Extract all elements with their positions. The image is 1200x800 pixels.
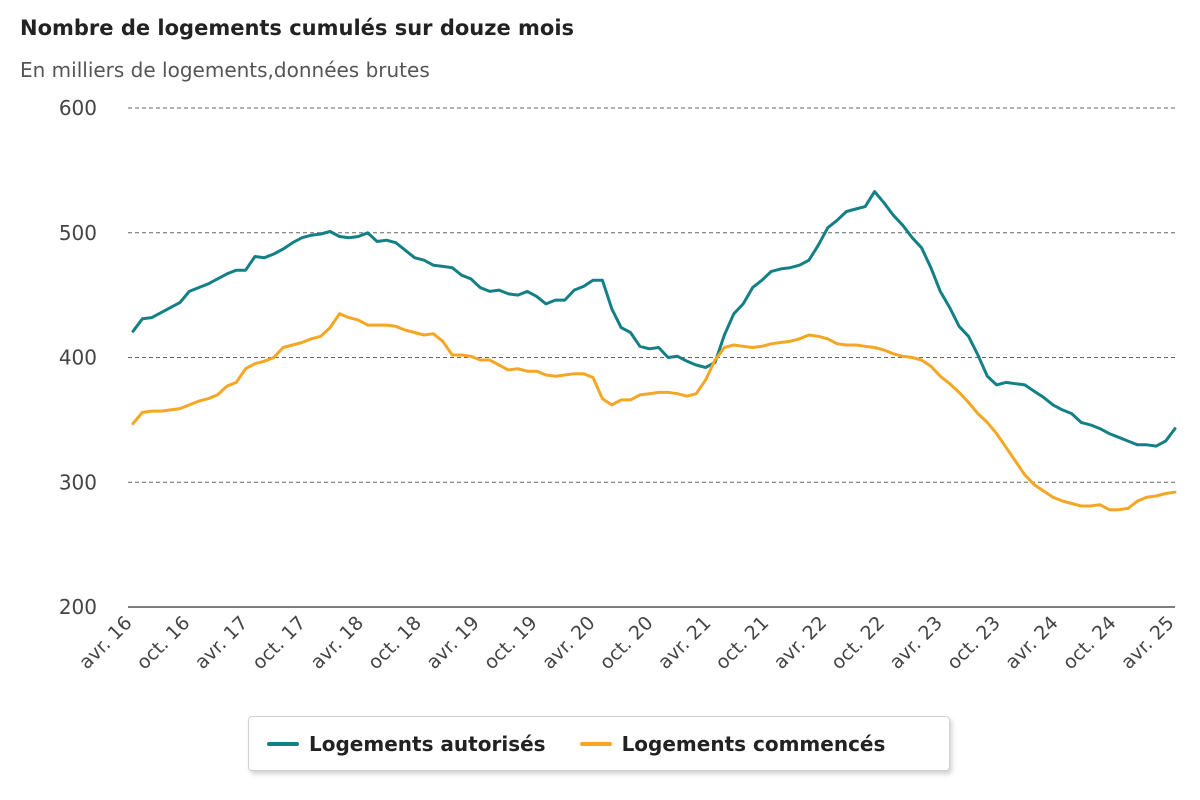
- x-tick-label: oct. 16: [132, 612, 194, 674]
- x-tick-label: avr. 25: [1117, 612, 1179, 674]
- series-line-autorises: [131, 190, 1177, 448]
- chart-legend: Logements autorisés Logements commencés: [248, 716, 950, 771]
- legend-item-autorises[interactable]: Logements autorisés: [267, 732, 546, 756]
- legend-swatch-commences: [579, 741, 612, 746]
- x-tick-label: oct. 18: [364, 612, 426, 674]
- x-tick-label: avr. 20: [538, 612, 600, 674]
- x-tick-label: oct. 20: [595, 612, 657, 674]
- legend-swatch-autorises: [267, 741, 299, 746]
- y-axis-ticks: 600 500 400 300 200: [59, 96, 97, 619]
- chart-subtitle: En milliers de logements,données brutes: [20, 58, 430, 82]
- x-tick-label: avr. 21: [654, 612, 716, 674]
- x-tick-label: oct. 22: [827, 612, 889, 674]
- x-tick-label: oct. 23: [943, 612, 1005, 674]
- x-tick-label: avr. 24: [1001, 612, 1063, 674]
- series-lines: [131, 190, 1177, 512]
- x-tick-label: avr. 16: [75, 612, 137, 674]
- series-line-commences: [131, 312, 1177, 512]
- chart-title: Nombre de logements cumulés sur douze mo…: [20, 16, 575, 40]
- x-tick-label: oct. 19: [480, 612, 542, 674]
- legend-label-autorises: Logements autorisés: [309, 731, 546, 756]
- x-tick-label: avr. 18: [306, 612, 368, 674]
- x-tick-label: avr. 22: [770, 612, 832, 674]
- y-tick-label: 300: [59, 470, 97, 494]
- x-tick-label: avr. 19: [422, 612, 484, 674]
- x-tick-label: oct. 21: [711, 612, 773, 674]
- x-tick-label: oct. 24: [1059, 612, 1121, 674]
- y-tick-label: 200: [59, 595, 97, 619]
- y-tick-label: 400: [59, 346, 97, 370]
- grid-lines: [128, 107, 1175, 608]
- legend-item-commences[interactable]: Logements commencés: [579, 731, 886, 756]
- y-tick-label: 600: [59, 96, 97, 120]
- x-tick-label: avr. 23: [885, 612, 947, 674]
- legend-label-commences: Logements commencés: [621, 731, 886, 756]
- y-tick-label: 500: [59, 221, 97, 245]
- x-tick-label: oct. 17: [248, 612, 310, 674]
- x-tick-label: avr. 17: [191, 612, 253, 674]
